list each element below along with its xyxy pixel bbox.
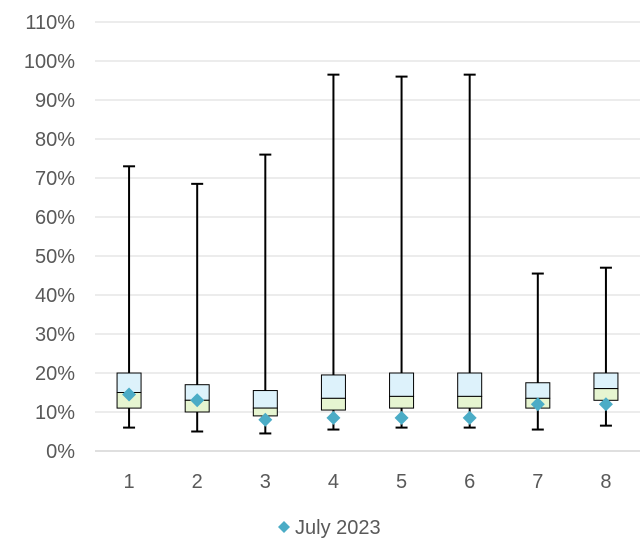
legend-label-july-2023: July 2023 — [295, 517, 381, 539]
gridlines — [95, 21, 640, 452]
box-1 — [116, 165, 142, 429]
upper-box — [525, 382, 551, 399]
x-tick-label-5: 5 — [396, 471, 407, 493]
box-4 — [320, 73, 346, 431]
x-axis-tick-labels: 1 2 3 4 5 6 7 8 — [124, 471, 612, 493]
data-point-6 — [462, 410, 477, 425]
legend: July 2023 — [278, 517, 381, 539]
y-tick-label-1: 10% — [35, 402, 75, 424]
upper-box — [252, 390, 278, 409]
box-3 — [252, 153, 278, 435]
x-tick-label-1: 1 — [124, 471, 135, 493]
y-tick-label-9: 90% — [35, 90, 75, 112]
data-point-8 — [598, 397, 613, 412]
lower-box — [457, 395, 483, 409]
x-tick-label-3: 3 — [260, 471, 271, 493]
data-point-1 — [122, 387, 137, 402]
data-point-4 — [326, 410, 341, 425]
data-point-2 — [190, 393, 205, 408]
box-5 — [389, 75, 415, 429]
lower-box — [389, 395, 415, 409]
box-6 — [457, 73, 483, 429]
y-axis-tick-labels: 0% 10% 20% 30% 40% 50% 60% 70% 80% 90% 100% 110% — [24, 12, 75, 463]
x-tick-label-7: 7 — [532, 471, 543, 493]
data-point-7 — [530, 397, 545, 412]
x-tick-label-4: 4 — [328, 471, 339, 493]
y-tick-label-6: 60% — [35, 207, 75, 229]
upper-box — [457, 372, 483, 397]
box-plot-series — [116, 73, 619, 435]
data-point-3 — [258, 412, 273, 427]
y-tick-label-4: 40% — [35, 285, 75, 307]
y-tick-label-8: 80% — [35, 129, 75, 151]
y-tick-label-0: 0% — [46, 441, 75, 463]
y-tick-label-10: 100% — [24, 51, 75, 73]
x-tick-label-2: 2 — [192, 471, 203, 493]
lower-box — [320, 397, 346, 411]
y-tick-label-11: 110% — [25, 12, 75, 34]
x-tick-label-8: 8 — [600, 471, 611, 493]
y-tick-label-5: 50% — [35, 246, 75, 268]
x-tick-label-6: 6 — [464, 471, 475, 493]
data-point-5 — [394, 410, 409, 425]
upper-box — [320, 374, 346, 399]
y-tick-label-2: 20% — [35, 363, 75, 385]
legend-marker-diamond — [278, 521, 290, 533]
y-tick-label-3: 30% — [35, 324, 75, 346]
y-tick-label-7: 70% — [35, 168, 75, 190]
upper-box — [593, 372, 619, 390]
upper-box — [389, 372, 415, 397]
july-2023-series — [122, 387, 613, 427]
